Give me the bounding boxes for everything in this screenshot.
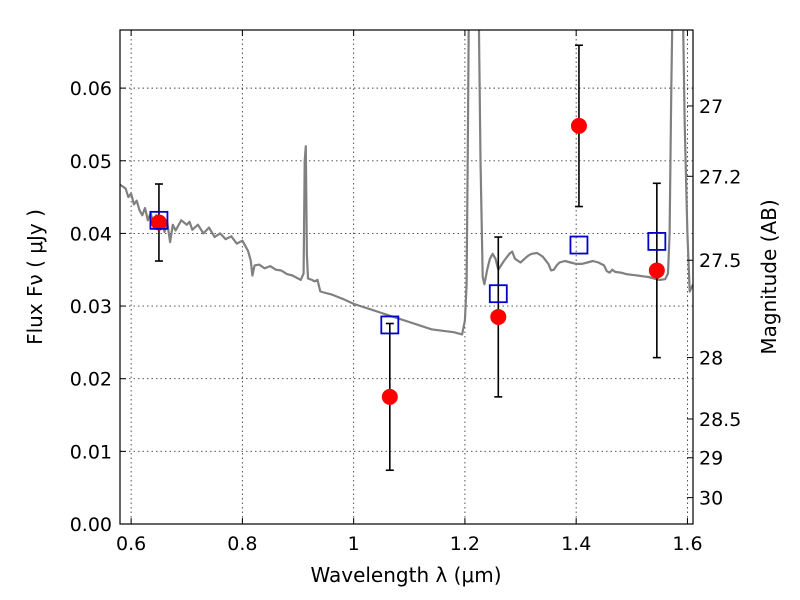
y-left-tick-label: 0.00 — [70, 514, 112, 536]
y-right-tick-label: 28.5 — [699, 409, 741, 431]
observed-point — [570, 117, 587, 134]
y-axis-left-title: Flux Fν ( μJy ) — [23, 209, 47, 345]
model-point — [149, 210, 169, 230]
model-point — [647, 232, 667, 251]
y-right-tick-label: 30 — [699, 488, 723, 510]
model-spectrum-line — [120, 30, 693, 336]
y-right-tick-label: 29 — [699, 448, 723, 470]
y-axis-left-ticks: 0.00 0.01 0.02 0.03 0.04 0.05 0.06 — [70, 78, 126, 536]
x-tick-label: 0.6 — [116, 533, 146, 555]
y-right-tick-label: 28 — [699, 348, 723, 370]
x-tick-label: 1.6 — [672, 533, 702, 555]
y-right-tick-label: 27.2 — [699, 166, 741, 188]
x-tick-label: 0.8 — [227, 533, 257, 555]
y-left-tick-label: 0.04 — [70, 223, 112, 245]
y-left-tick-label: 0.05 — [70, 151, 112, 173]
y-axis-right-ticks: 27 27.2 27.5 28 28.5 29 30 — [687, 96, 741, 510]
y-left-tick-label: 0.02 — [70, 369, 112, 391]
observed-point — [381, 388, 398, 405]
model-point — [380, 315, 400, 335]
observed-point — [648, 262, 665, 279]
model-point — [488, 284, 508, 304]
y-right-tick-label: 27.5 — [699, 250, 741, 272]
grid — [120, 30, 693, 525]
x-axis-title: Wavelength λ (μm) — [310, 563, 501, 587]
x-tick-label: 1.2 — [450, 533, 480, 555]
y-left-tick-label: 0.01 — [70, 441, 112, 463]
y-axis-right-title: Magnitude (AB) — [757, 199, 781, 354]
observed-point — [150, 214, 167, 231]
x-tick-label: 1.4 — [561, 533, 591, 555]
y-right-tick-label: 27 — [699, 96, 723, 118]
plot-area — [120, 30, 693, 472]
observed-point — [490, 308, 507, 325]
x-tick-label: 1 — [348, 533, 360, 555]
model-point — [569, 235, 589, 255]
x-axis-ticks: 0.6 0.8 1 1.2 1.4 1.6 — [116, 30, 703, 555]
y-left-tick-label: 0.03 — [70, 296, 112, 318]
y-left-tick-label: 0.06 — [70, 78, 112, 100]
plot-frame — [119, 29, 694, 525]
